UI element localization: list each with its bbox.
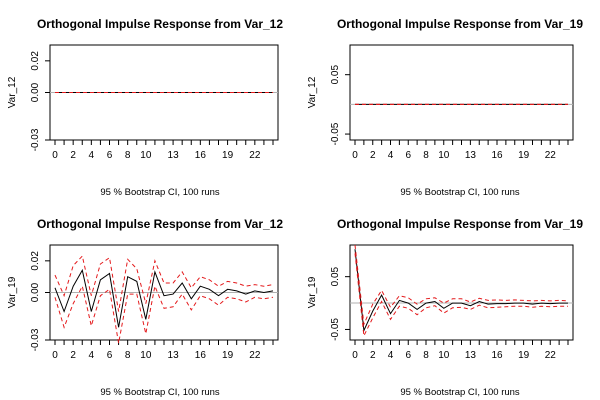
x-tick-label: 4 (89, 150, 95, 161)
bootstrap-caption: 95 % Bootstrap CI, 100 runs (400, 187, 520, 198)
plot-frame (349, 244, 574, 341)
y-tick-label: 0.00 (30, 82, 41, 102)
bootstrap-caption: 95 % Bootstrap CI, 100 runs (100, 187, 220, 198)
y-tick-label: 0.05 (330, 266, 341, 286)
x-tick-label: 2 (370, 350, 376, 361)
x-tick-label: 13 (465, 350, 477, 361)
x-tick-label: 22 (545, 150, 557, 161)
ci-lower-line (54, 284, 274, 344)
x-tick-label: 2 (70, 350, 76, 361)
x-tick-label: 10 (438, 150, 450, 161)
panel-title: Orthogonal Impulse Response from Var_12 (37, 17, 283, 31)
x-tick-label: 10 (438, 350, 450, 361)
x-tick-label: 4 (89, 350, 95, 361)
x-tick-label: 22 (249, 150, 261, 161)
x-tick-label: 6 (405, 150, 411, 161)
impulse-response-line (54, 268, 274, 328)
x-tick-label: 6 (107, 150, 113, 161)
x-tick-label: 0 (52, 350, 58, 361)
x-tick-label: 8 (423, 150, 429, 161)
x-tick-label: 19 (518, 150, 530, 161)
x-tick-label: 2 (70, 150, 76, 161)
x-tick-label: 16 (491, 350, 503, 361)
x-tick-label: 22 (249, 350, 261, 361)
x-tick-label: 13 (465, 150, 477, 161)
x-tick-label: 8 (423, 350, 429, 361)
x-tick-label: 19 (518, 350, 530, 361)
x-tick-label: 0 (352, 150, 358, 161)
ci-upper-line (54, 255, 274, 312)
x-tick-label: 16 (491, 150, 503, 161)
y-tick-label: -0.03 (30, 128, 41, 151)
y-tick-label: -0.05 (330, 318, 341, 341)
x-tick-label: 13 (168, 350, 180, 361)
irf-panel: Orthogonal Impulse Response from Var_19 -… (307, 217, 583, 398)
bootstrap-caption: 95 % Bootstrap CI, 100 runs (400, 387, 520, 398)
y-tick-label: 0.02 (30, 251, 41, 271)
bootstrap-caption: 95 % Bootstrap CI, 100 runs (100, 387, 220, 398)
y-tick-label: -0.03 (30, 328, 41, 351)
y-tick-label: 0.02 (30, 51, 41, 71)
x-tick-label: 19 (222, 350, 234, 361)
x-tick-label: 13 (168, 150, 180, 161)
x-tick-label: 8 (125, 150, 131, 161)
panel-title: Orthogonal Impulse Response from Var_12 (37, 217, 283, 231)
panel-title: Orthogonal Impulse Response from Var_19 (337, 217, 583, 231)
impulse-response-line (354, 249, 568, 333)
x-tick-label: 0 (352, 350, 358, 361)
y-tick-label: 0.00 (30, 282, 41, 302)
x-tick-label: 2 (370, 150, 376, 161)
y-axis-label: Var_19 (7, 276, 18, 308)
x-tick-label: 8 (125, 350, 131, 361)
irf-panel: Orthogonal Impulse Response from Var_19 -… (307, 17, 583, 198)
y-axis-label: Var_19 (307, 276, 318, 308)
plot-frame (349, 44, 574, 141)
irf-panel: Orthogonal Impulse Response from Var_12 -… (7, 217, 283, 398)
y-tick-label: 0.05 (330, 65, 341, 85)
ci-upper-line (354, 244, 569, 327)
x-tick-label: 6 (405, 350, 411, 361)
x-tick-label: 0 (52, 150, 58, 161)
y-tick-label: -0.05 (330, 122, 341, 145)
x-tick-label: 16 (195, 150, 207, 161)
x-tick-label: 19 (222, 150, 234, 161)
x-tick-label: 4 (388, 150, 394, 161)
x-tick-label: 16 (195, 350, 207, 361)
panel-title: Orthogonal Impulse Response from Var_19 (337, 17, 583, 31)
irf-panel: Orthogonal Impulse Response from Var_12 -… (7, 17, 283, 198)
x-tick-label: 10 (140, 350, 152, 361)
x-tick-label: 22 (545, 350, 557, 361)
y-axis-label: Var_12 (307, 76, 318, 108)
ci-lower-line (354, 253, 568, 338)
x-tick-label: 4 (388, 350, 394, 361)
y-axis-label: Var_12 (7, 76, 18, 108)
x-tick-label: 6 (107, 350, 113, 361)
x-tick-label: 10 (140, 150, 152, 161)
